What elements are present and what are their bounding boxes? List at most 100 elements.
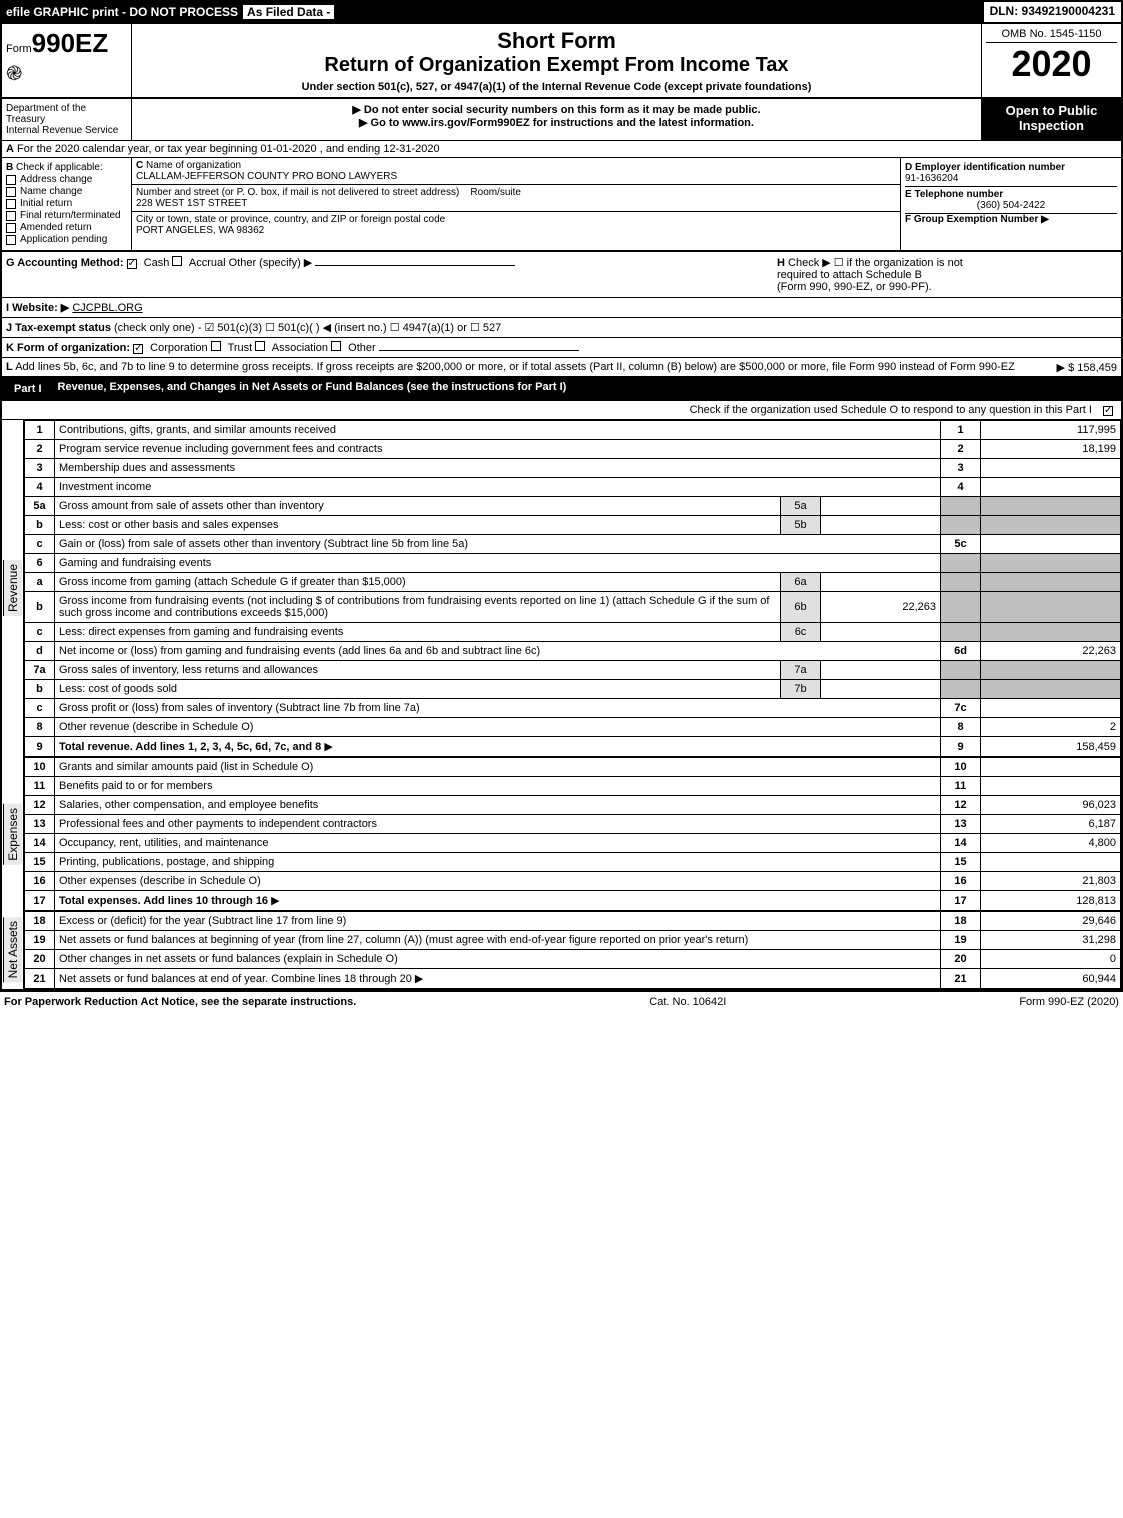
line-4: 4Investment income4	[25, 478, 1121, 497]
part-1-label: Part I	[6, 381, 50, 397]
section-d-label: D Employer identification number	[905, 162, 1065, 173]
as-filed-label: As Filed Data -	[242, 4, 335, 20]
efile-header: efile GRAPHIC print - DO NOT PROCESS As …	[2, 2, 1121, 24]
netassets-section: Net Assets 18Excess or (deficit) for the…	[2, 911, 1121, 989]
line-13: 13Professional fees and other payments t…	[25, 815, 1121, 834]
under-section-text: Under section 501(c), 527, or 4947(a)(1)…	[140, 81, 973, 93]
line-5a: 5aGross amount from sale of assets other…	[25, 497, 1121, 516]
org-city: PORT ANGELES, WA 98362	[136, 225, 264, 236]
other-org-input[interactable]	[379, 350, 579, 351]
line-2: 2Program service revenue including gover…	[25, 440, 1121, 459]
sections-bcdef: B Check if applicable: Address change Na…	[2, 158, 1121, 252]
org-name: CLALLAM-JEFFERSON COUNTY PRO BONO LAWYER…	[136, 171, 397, 182]
part-1-check: Check if the organization used Schedule …	[2, 401, 1121, 420]
expenses-table: 10Grants and similar amounts paid (list …	[24, 757, 1121, 911]
other-specify-input[interactable]	[315, 265, 515, 266]
efile-text: efile GRAPHIC print - DO NOT PROCESS	[6, 5, 238, 19]
omb-number: OMB No. 1545-1150	[986, 28, 1117, 43]
netassets-table: 18Excess or (deficit) for the year (Subt…	[24, 911, 1121, 989]
section-a: A For the 2020 calendar year, or tax yea…	[2, 141, 1121, 158]
expenses-section: Expenses 10Grants and similar amounts pa…	[2, 757, 1121, 911]
revenue-side-label: Revenue	[2, 420, 24, 757]
section-l: L Add lines 5b, 6c, and 7b to line 9 to …	[2, 358, 1121, 377]
section-c: C Name of organization CLALLAM-JEFFERSON…	[132, 158, 901, 250]
checkbox-amended[interactable]: Amended return	[6, 222, 127, 233]
checkbox-pending[interactable]: Application pending	[6, 234, 127, 245]
checkbox-address-change[interactable]: Address change	[6, 174, 127, 185]
line-6c: cLess: direct expenses from gaming and f…	[25, 623, 1121, 642]
omb-year-col: OMB No. 1545-1150 2020	[981, 24, 1121, 97]
checkbox-corporation[interactable]	[133, 344, 143, 354]
line-12: 12Salaries, other compensation, and empl…	[25, 796, 1121, 815]
dept-info-row: Department of the Treasury Internal Reve…	[2, 99, 1121, 141]
line-10: 10Grants and similar amounts paid (list …	[25, 758, 1121, 777]
short-form-label: Short Form	[140, 28, 973, 54]
section-g: G Accounting Method: Cash Accrual Other …	[6, 256, 777, 293]
revenue-table: 1Contributions, gifts, grants, and simil…	[24, 420, 1121, 757]
checkbox-cash[interactable]	[127, 259, 137, 269]
line-11: 11Benefits paid to or for members11	[25, 777, 1121, 796]
section-f-label: F Group Exemption Number ▶	[905, 214, 1049, 225]
line-5c: cGain or (loss) from sale of assets othe…	[25, 535, 1121, 554]
form-prefix: Form990EZ	[6, 28, 127, 59]
form-number-col: Form990EZ ֎	[2, 24, 132, 97]
checkbox-trust[interactable]	[211, 341, 221, 351]
section-i: I Website: ▶ CJCPBL.ORG	[2, 298, 1121, 318]
ein-value: 91-1636204	[905, 173, 958, 184]
line-6b: bGross income from fundraising events (n…	[25, 592, 1121, 623]
line-18: 18Excess or (deficit) for the year (Subt…	[25, 912, 1121, 931]
cat-number: Cat. No. 10642I	[649, 996, 726, 1008]
line-16: 16Other expenses (describe in Schedule O…	[25, 872, 1121, 891]
checkbox-other-org[interactable]	[331, 341, 341, 351]
form-reference: Form 990-EZ (2020)	[1019, 996, 1119, 1008]
checkbox-schedule-o[interactable]	[1103, 406, 1113, 416]
open-to-public: Open to Public Inspection	[981, 99, 1121, 140]
line-8: 8Other revenue (describe in Schedule O)8…	[25, 718, 1121, 737]
website-value: CJCPBL.ORG	[72, 302, 142, 314]
line-6d: dNet income or (loss) from gaming and fu…	[25, 642, 1121, 661]
line-6a: aGross income from gaming (attach Schedu…	[25, 573, 1121, 592]
section-b: B Check if applicable: Address change Na…	[2, 158, 132, 250]
checkbox-final-return[interactable]: Final return/terminated	[6, 210, 127, 221]
dept-label: Department of the Treasury Internal Reve…	[2, 99, 132, 140]
sections-gh: G Accounting Method: Cash Accrual Other …	[2, 252, 1121, 298]
line-6: 6Gaming and fundraising events	[25, 554, 1121, 573]
line-21: 21Net assets or fund balances at end of …	[25, 969, 1121, 989]
title-section: Form990EZ ֎ Short Form Return of Organiz…	[2, 24, 1121, 99]
line-1: 1Contributions, gifts, grants, and simil…	[25, 421, 1121, 440]
page-footer: For Paperwork Reduction Act Notice, see …	[0, 991, 1123, 1012]
part-1-header: Part I Revenue, Expenses, and Changes in…	[2, 377, 1121, 401]
paperwork-notice: For Paperwork Reduction Act Notice, see …	[4, 996, 356, 1008]
checkbox-accrual[interactable]	[172, 256, 182, 266]
irs-seal-icon: ֎	[6, 59, 127, 86]
line-3: 3Membership dues and assessments3	[25, 459, 1121, 478]
return-title: Return of Organization Exempt From Incom…	[140, 54, 973, 77]
org-street: 228 WEST 1ST STREET	[136, 198, 247, 209]
checkbox-name-change[interactable]: Name change	[6, 186, 127, 197]
form-number: 990EZ	[32, 28, 109, 58]
part-1-title: Revenue, Expenses, and Changes in Net As…	[50, 381, 1117, 397]
section-h: H Check ▶ ☐ if the organization is not r…	[777, 256, 1117, 293]
tax-year: 2020	[986, 43, 1117, 85]
line-7a: 7aGross sales of inventory, less returns…	[25, 661, 1121, 680]
line-14: 14Occupancy, rent, utilities, and mainte…	[25, 834, 1121, 853]
efile-bar: efile GRAPHIC print - DO NOT PROCESS As …	[2, 2, 984, 22]
line-7b: bLess: cost of goods sold7b	[25, 680, 1121, 699]
checkbox-association[interactable]	[255, 341, 265, 351]
line-7c: cGross profit or (loss) from sales of in…	[25, 699, 1121, 718]
instructions-text: ▶ Do not enter social security numbers o…	[132, 99, 981, 140]
checkbox-initial-return[interactable]: Initial return	[6, 198, 127, 209]
line-17: 17Total expenses. Add lines 10 through 1…	[25, 891, 1121, 911]
line-20: 20Other changes in net assets or fund ba…	[25, 950, 1121, 969]
netassets-side-label: Net Assets	[2, 911, 24, 989]
line-19: 19Net assets or fund balances at beginni…	[25, 931, 1121, 950]
line-15: 15Printing, publications, postage, and s…	[25, 853, 1121, 872]
section-k: K Form of organization: Corporation Trus…	[2, 338, 1121, 358]
expenses-side-label: Expenses	[2, 757, 24, 911]
phone-value: (360) 504-2422	[905, 200, 1117, 211]
form-container: efile GRAPHIC print - DO NOT PROCESS As …	[0, 0, 1123, 991]
title-center: Short Form Return of Organization Exempt…	[132, 24, 981, 97]
line-9: 9Total revenue. Add lines 1, 2, 3, 4, 5c…	[25, 737, 1121, 757]
line-5b: bLess: cost or other basis and sales exp…	[25, 516, 1121, 535]
gross-receipts-value: ▶ $ 158,459	[1057, 361, 1117, 374]
